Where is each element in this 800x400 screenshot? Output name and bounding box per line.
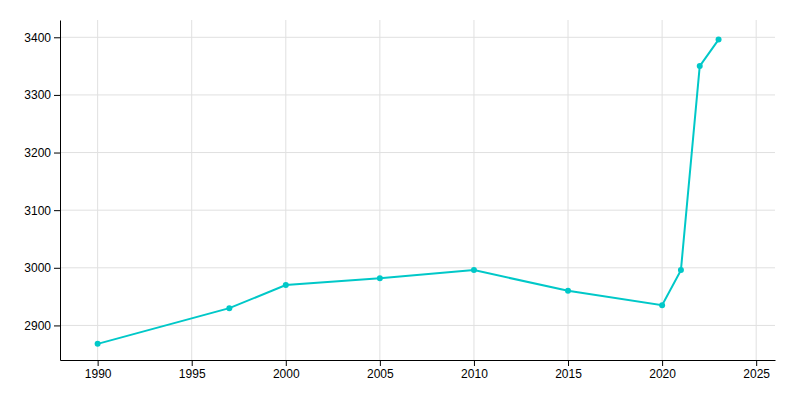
tick-label: 2010: [461, 367, 488, 381]
tick-mark: [98, 360, 99, 366]
tick-label: 2000: [273, 367, 300, 381]
grid-line: [60, 94, 775, 95]
point: [697, 63, 703, 69]
x-axis-line: [61, 360, 776, 361]
tick-mark: [380, 360, 381, 366]
tick-label: 3400: [24, 31, 51, 45]
tick: 2000: [273, 360, 300, 381]
tick-label: 1995: [179, 367, 206, 381]
tick-mark: [54, 268, 60, 269]
tick-label: 1990: [85, 367, 112, 381]
y-axis: 2900 3000 3100 3200 3300 3400: [24, 21, 60, 361]
tick-label: 2900: [24, 319, 51, 333]
tick-mark: [54, 95, 60, 96]
grid-line: [60, 267, 775, 268]
tick-label: 2015: [555, 367, 582, 381]
tick: 2900: [24, 319, 60, 333]
grid-line: [285, 20, 286, 360]
grid-line: [97, 20, 98, 360]
x-axis: 1990 1995 2000 2005 2010 2015 2020 2025: [61, 360, 776, 381]
tick-mark: [568, 360, 569, 366]
line: [98, 40, 719, 344]
grid-line: [379, 20, 380, 360]
grid-line: [662, 20, 663, 360]
tick-mark: [286, 360, 287, 366]
tick-label: 2025: [743, 367, 770, 381]
point: [678, 267, 684, 273]
grid-line: [191, 20, 192, 360]
tick-mark: [474, 360, 475, 366]
tick-label: 2005: [367, 367, 394, 381]
point: [95, 341, 101, 347]
point: [283, 282, 289, 288]
tick-mark: [662, 360, 663, 366]
grid-line: [756, 20, 757, 360]
tick-mark: [54, 210, 60, 211]
chart: 1990 1995 2000 2005 2010 2015 2020 2025 2900 3000…: [0, 0, 800, 400]
tick-mark: [756, 360, 757, 366]
point: [716, 37, 722, 43]
tick-label: 3000: [24, 261, 51, 275]
tick: 2010: [461, 360, 488, 381]
grid-line: [473, 20, 474, 360]
tick-mark: [54, 325, 60, 326]
point: [659, 302, 665, 308]
tick: 3300: [24, 88, 60, 102]
tick: 3200: [24, 146, 60, 160]
tick-label: 3100: [24, 204, 51, 218]
tick-mark: [54, 153, 60, 154]
grid-line: [60, 152, 775, 153]
tick: 1990: [85, 360, 112, 381]
tick: 2025: [743, 360, 770, 381]
tick-mark: [192, 360, 193, 366]
y-axis-line: [60, 21, 61, 361]
tick: 3100: [24, 204, 60, 218]
grid-line: [60, 37, 775, 38]
tick: 3000: [24, 261, 60, 275]
tick-label: 3200: [24, 146, 51, 160]
grid-line: [568, 20, 569, 360]
tick: 2020: [649, 360, 676, 381]
tick: 2005: [367, 360, 394, 381]
tick-label: 3300: [24, 88, 51, 102]
tick-label: 2020: [649, 367, 676, 381]
marks: [95, 37, 722, 347]
point: [565, 288, 571, 294]
grid-line: [60, 210, 775, 211]
point: [471, 267, 477, 273]
tick: 3400: [24, 31, 60, 45]
grid: [60, 20, 775, 360]
tick: 2015: [555, 360, 582, 381]
tick-mark: [54, 37, 60, 38]
point: [226, 305, 232, 311]
point: [377, 275, 383, 281]
plot-area: 1990 1995 2000 2005 2010 2015 2020 2025 2900 3000…: [24, 20, 775, 381]
tick: 1995: [179, 360, 206, 381]
